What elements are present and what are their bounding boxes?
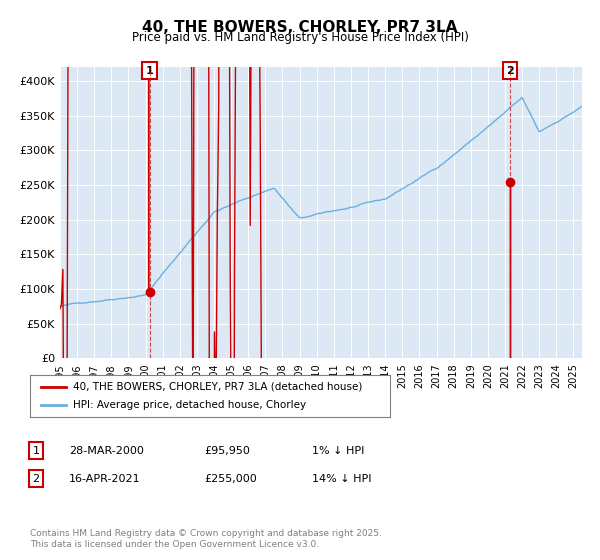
Text: Price paid vs. HM Land Registry's House Price Index (HPI): Price paid vs. HM Land Registry's House …: [131, 31, 469, 44]
Text: 2: 2: [32, 474, 40, 484]
Text: Contains HM Land Registry data © Crown copyright and database right 2025.
This d: Contains HM Land Registry data © Crown c…: [30, 529, 382, 549]
Text: 1: 1: [146, 66, 154, 76]
Text: £95,950: £95,950: [204, 446, 250, 456]
Text: 16-APR-2021: 16-APR-2021: [69, 474, 140, 484]
Text: 14% ↓ HPI: 14% ↓ HPI: [312, 474, 371, 484]
Text: 1: 1: [32, 446, 40, 456]
Text: 40, THE BOWERS, CHORLEY, PR7 3LA: 40, THE BOWERS, CHORLEY, PR7 3LA: [142, 20, 458, 35]
Text: 2: 2: [506, 66, 514, 76]
Text: 28-MAR-2000: 28-MAR-2000: [69, 446, 144, 456]
Text: HPI: Average price, detached house, Chorley: HPI: Average price, detached house, Chor…: [73, 400, 307, 410]
Text: 40, THE BOWERS, CHORLEY, PR7 3LA (detached house): 40, THE BOWERS, CHORLEY, PR7 3LA (detach…: [73, 382, 362, 392]
Text: 1% ↓ HPI: 1% ↓ HPI: [312, 446, 364, 456]
Text: £255,000: £255,000: [204, 474, 257, 484]
